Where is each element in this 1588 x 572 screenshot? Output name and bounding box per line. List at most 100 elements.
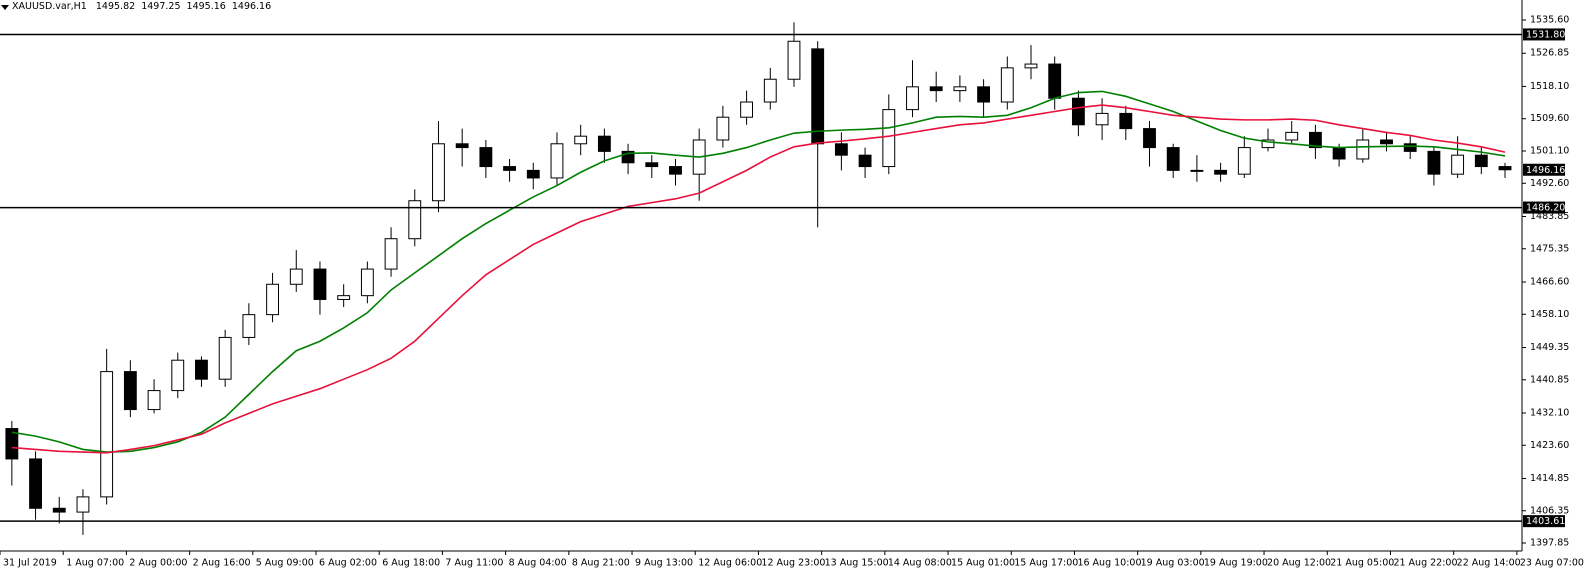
candle-body bbox=[645, 162, 659, 168]
candle-body bbox=[147, 390, 161, 411]
candle-body bbox=[953, 86, 967, 92]
candle-body bbox=[503, 166, 516, 171]
x-tick-label: 12 Aug 23:00 bbox=[761, 558, 825, 569]
candle-body bbox=[526, 169, 540, 179]
level-price-label: 1403.61 bbox=[1526, 516, 1565, 527]
candle-body bbox=[1498, 166, 1512, 171]
candle-body bbox=[1095, 112, 1109, 126]
candle-body bbox=[1119, 112, 1133, 130]
candle-body bbox=[716, 116, 730, 141]
candle-body bbox=[1356, 139, 1370, 160]
candle-body bbox=[811, 48, 825, 145]
candle-body bbox=[1474, 154, 1488, 168]
x-tick-label: 19 Aug 03:00 bbox=[1141, 558, 1205, 569]
candle-body bbox=[882, 109, 896, 168]
candle-body bbox=[479, 147, 493, 168]
x-tick-label: 5 Aug 09:00 bbox=[256, 558, 314, 569]
candle-body bbox=[834, 143, 848, 156]
chart-header: XAUUSD.var,H1 1495.82 1497.25 1495.16 14… bbox=[12, 1, 271, 12]
level-price-label: 1531.80 bbox=[1526, 29, 1565, 40]
y-tick-label: 1526.85 bbox=[1530, 48, 1569, 59]
candle-body bbox=[597, 135, 611, 152]
x-tick-label: 14 Aug 08:00 bbox=[888, 558, 952, 569]
level-price-box bbox=[1523, 28, 1565, 41]
x-tick-label: 9 Aug 13:00 bbox=[635, 558, 693, 569]
candle-body bbox=[100, 371, 114, 498]
y-tick-label: 1458.10 bbox=[1530, 309, 1569, 320]
candle-body bbox=[740, 101, 754, 118]
y-tick-label: 1432.10 bbox=[1530, 407, 1569, 418]
candle-body bbox=[1451, 154, 1465, 175]
y-tick-label: 1501.10 bbox=[1530, 146, 1569, 157]
candle-body bbox=[1048, 63, 1062, 99]
candle-body bbox=[763, 78, 777, 103]
x-tick-label: 31 Jul 2019 bbox=[3, 558, 57, 569]
level-price-box bbox=[1523, 201, 1565, 214]
candle-body bbox=[360, 268, 374, 297]
y-tick-label: 1535.60 bbox=[1530, 15, 1569, 26]
candle-body bbox=[669, 166, 682, 175]
x-tick-label: 12 Aug 06:00 bbox=[698, 558, 762, 569]
y-tick-label: 1414.85 bbox=[1530, 473, 1569, 484]
y-tick-label: 1423.60 bbox=[1530, 440, 1569, 451]
candle-body bbox=[455, 143, 469, 149]
moving-average bbox=[11, 104, 1506, 454]
candle-body bbox=[858, 154, 872, 168]
candle-body bbox=[29, 458, 42, 509]
x-tick-label: 16 Aug 10:00 bbox=[1077, 558, 1141, 569]
y-tick-label: 1492.60 bbox=[1530, 178, 1569, 189]
candle-body bbox=[1166, 147, 1180, 171]
candle-body bbox=[1285, 131, 1299, 141]
quote-low: 1495.16 bbox=[187, 1, 226, 12]
candle-body bbox=[1237, 147, 1251, 175]
candle-body bbox=[787, 40, 801, 80]
x-tick-label: 22 Aug 14:00 bbox=[1457, 558, 1521, 569]
x-tick-label: 21 Aug 22:00 bbox=[1393, 558, 1457, 569]
level-price-box bbox=[1523, 515, 1565, 528]
candle-body bbox=[289, 268, 303, 285]
candle-body bbox=[1214, 169, 1228, 175]
candle-body bbox=[266, 283, 279, 316]
candle-body bbox=[1332, 147, 1346, 160]
quote-open: 1495.82 bbox=[96, 1, 135, 12]
x-tick-label: 15 Aug 01:00 bbox=[951, 558, 1015, 569]
candle-body bbox=[384, 238, 398, 270]
candle-body bbox=[52, 507, 66, 513]
candle-body bbox=[1190, 169, 1204, 172]
x-tick-label: 20 Aug 12:00 bbox=[1267, 558, 1331, 569]
quote-close: 1496.16 bbox=[232, 1, 271, 12]
y-tick-label: 1475.35 bbox=[1530, 243, 1569, 254]
candle-body bbox=[432, 143, 445, 202]
y-tick-label: 1518.10 bbox=[1530, 81, 1569, 92]
candle-body bbox=[242, 314, 256, 338]
candle-body bbox=[1071, 97, 1085, 126]
x-tick-label: 15 Aug 17:00 bbox=[1014, 558, 1078, 569]
candle-body bbox=[76, 496, 90, 513]
y-tick-label: 1509.60 bbox=[1530, 113, 1569, 124]
menu-triangle[interactable] bbox=[1, 5, 9, 10]
x-tick-label: 2 Aug 16:00 bbox=[193, 558, 251, 569]
candle-body bbox=[621, 150, 635, 164]
candle-body bbox=[1143, 128, 1156, 149]
x-tick-label: 23 Aug 07:00 bbox=[1520, 558, 1584, 569]
x-tick-label: 8 Aug 21:00 bbox=[572, 558, 630, 569]
candle-body bbox=[1308, 131, 1322, 149]
quote-high: 1497.25 bbox=[141, 1, 180, 12]
candle-body bbox=[171, 359, 185, 392]
candle-body bbox=[1403, 143, 1417, 152]
x-tick-label: 7 Aug 11:00 bbox=[445, 558, 503, 569]
symbol: XAUUSD.var,H1 bbox=[12, 1, 87, 12]
x-tick-label: 6 Aug 18:00 bbox=[382, 558, 440, 569]
level-price-label: 1486.20 bbox=[1526, 203, 1565, 214]
candle-body bbox=[1427, 150, 1441, 175]
x-tick-label: 19 Aug 19:00 bbox=[1204, 558, 1268, 569]
y-tick-label: 1483.85 bbox=[1530, 211, 1569, 222]
candle-body bbox=[1000, 67, 1014, 103]
candle-body bbox=[929, 86, 943, 92]
x-tick-label: 1 Aug 07:00 bbox=[66, 558, 124, 569]
current-price-box bbox=[1523, 163, 1565, 176]
y-tick-label: 1406.35 bbox=[1530, 505, 1569, 516]
candle-body bbox=[218, 336, 232, 380]
